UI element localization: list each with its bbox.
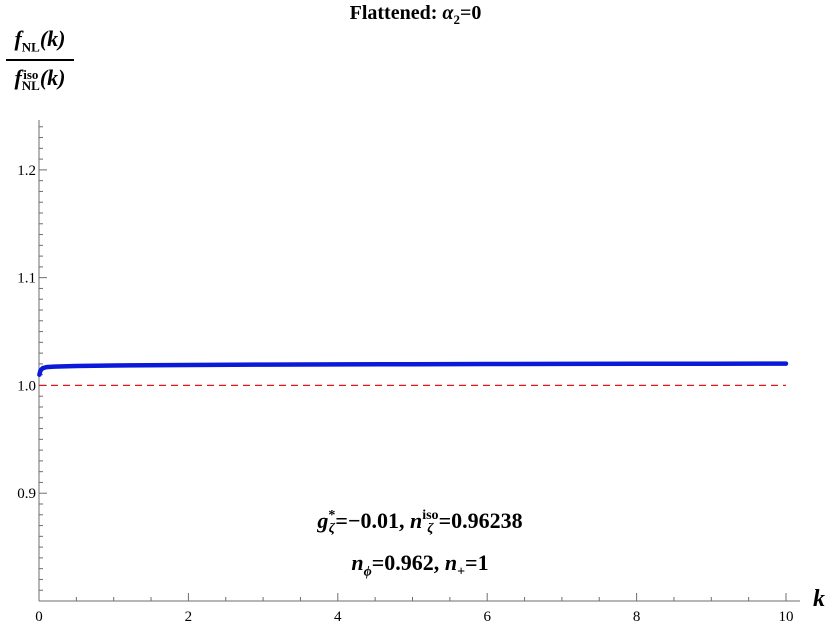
chart-title: Flattened: α2=0 bbox=[349, 2, 482, 27]
y-tick-label: 1.0 bbox=[17, 378, 36, 394]
y-tick-label: 1.2 bbox=[17, 163, 36, 179]
annotation-params-2: nϕ=0.962, n+=1 bbox=[351, 550, 489, 580]
annotation-params-1: g * ζ =−0.01, n iso ζ =0.96238 bbox=[317, 508, 523, 536]
y-tick-label: 0.9 bbox=[17, 486, 36, 502]
y-axis-label: fNL(k) f iso NL (k) bbox=[4, 27, 76, 92]
x-axis-label: k bbox=[813, 586, 825, 612]
x-tick-label: 10 bbox=[779, 609, 794, 625]
x-tick-label: 8 bbox=[633, 609, 641, 625]
x-tick-label: 4 bbox=[334, 609, 342, 625]
x-tick-label: 2 bbox=[185, 609, 193, 625]
x-tick-label: 6 bbox=[483, 609, 491, 625]
series-line-ratio bbox=[37, 361, 789, 377]
y-tick-label: 1.1 bbox=[17, 271, 36, 287]
x-tick-label: 0 bbox=[35, 609, 43, 625]
